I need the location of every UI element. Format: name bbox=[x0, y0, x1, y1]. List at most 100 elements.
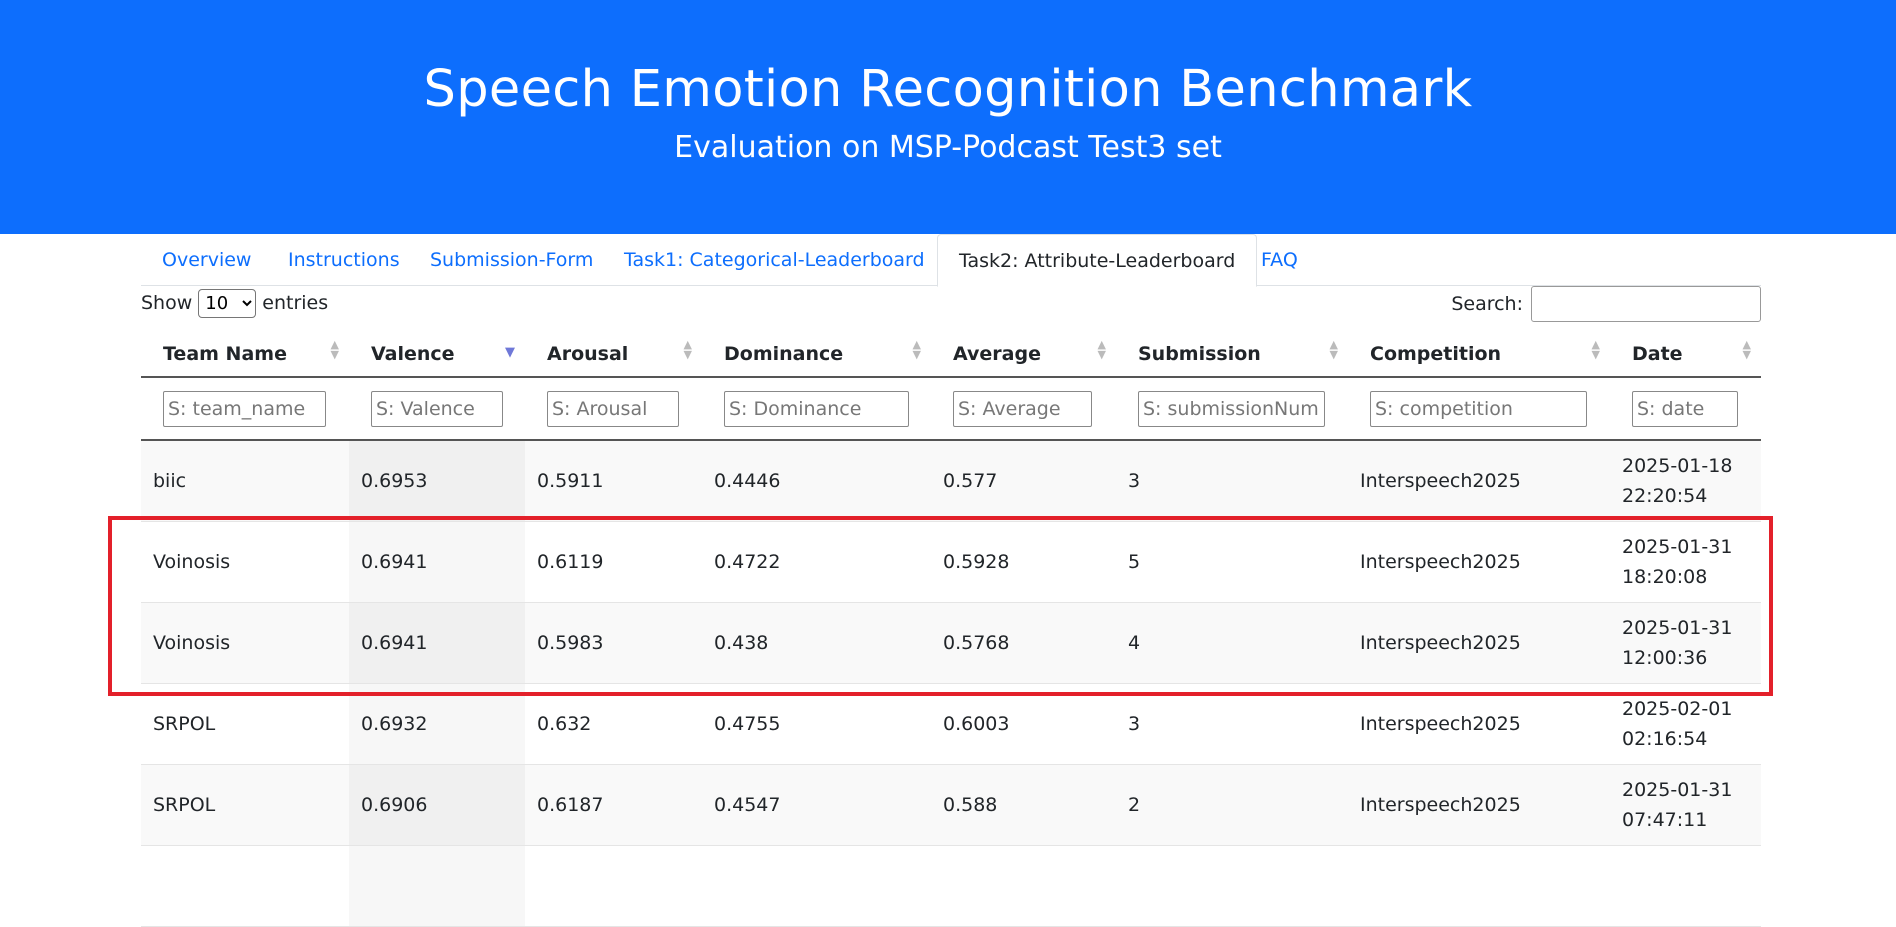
column-header-submission[interactable]: Submission ▲ ▼ bbox=[1116, 332, 1348, 378]
search-label: Search: bbox=[1451, 293, 1523, 315]
page-title: Speech Emotion Recognition Benchmark bbox=[423, 60, 1473, 119]
sort-desc-icon: ▼ bbox=[505, 345, 515, 360]
tab-submission-form[interactable]: Submission-Form bbox=[430, 249, 594, 271]
column-header-dominance[interactable]: Dominance ▲ ▼ bbox=[702, 332, 931, 378]
tab-overview[interactable]: Overview bbox=[162, 249, 252, 271]
filter-date-input[interactable] bbox=[1632, 390, 1738, 427]
column-header-date[interactable]: Date ▲ ▼ bbox=[1610, 332, 1761, 378]
cell-dominance: 0.4446 bbox=[702, 440, 931, 522]
time-value: 18:20:08 bbox=[1622, 565, 1708, 588]
tab-categorical-leaderboard[interactable]: Task1: Categorical-Leaderboard bbox=[624, 249, 925, 271]
search-control: Search: bbox=[1451, 286, 1761, 322]
table-row[interactable] bbox=[141, 845, 1761, 927]
cell-submission: 3 bbox=[1116, 683, 1348, 765]
cell-competition: Interspeech2025 bbox=[1348, 764, 1610, 846]
column-header-valence[interactable]: Valence ▼ bbox=[349, 332, 525, 378]
date-value: 2025-01-31 bbox=[1622, 535, 1733, 558]
column-header-team-name[interactable]: Team Name ▲ ▼ bbox=[141, 332, 349, 378]
sort-both-icon: ▲ ▼ bbox=[683, 338, 692, 361]
table-row[interactable]: SRPOL 0.6906 0.6187 0.4547 0.588 2 Inter… bbox=[141, 764, 1761, 846]
entries-label: entries bbox=[262, 292, 329, 314]
cell-dominance: 0.4547 bbox=[702, 764, 931, 846]
column-header-competition[interactable]: Competition ▲ ▼ bbox=[1348, 332, 1610, 378]
column-header-average[interactable]: Average ▲ ▼ bbox=[931, 332, 1116, 378]
time-value: 12:00:36 bbox=[1622, 646, 1708, 669]
filter-dominance-input[interactable] bbox=[724, 390, 909, 427]
cell-date: 2025-01-31 18:20:08 bbox=[1610, 521, 1761, 603]
time-value: 02:16:54 bbox=[1622, 727, 1708, 750]
cell-dominance: 0.4755 bbox=[702, 683, 931, 765]
table-row[interactable]: biic 0.6953 0.5911 0.4446 0.577 3 Inters… bbox=[141, 440, 1761, 522]
cell-arousal: 0.6119 bbox=[525, 521, 702, 603]
sort-both-icon: ▲ ▼ bbox=[1097, 338, 1106, 361]
cell-submission: 5 bbox=[1116, 521, 1348, 603]
cell-average: 0.588 bbox=[931, 764, 1116, 846]
cell-team-name: Voinosis bbox=[141, 521, 349, 603]
cell-valence: 0.6941 bbox=[349, 521, 525, 603]
sort-both-icon: ▲ ▼ bbox=[912, 338, 921, 361]
cell-submission: 2 bbox=[1116, 764, 1348, 846]
tab-instructions[interactable]: Instructions bbox=[288, 249, 400, 271]
search-input[interactable] bbox=[1531, 286, 1761, 322]
cell-date: 2025-01-31 12:00:36 bbox=[1610, 602, 1761, 684]
cell-competition: Interspeech2025 bbox=[1348, 440, 1610, 522]
cell-team-name: biic bbox=[141, 440, 349, 522]
cell-valence: 0.6906 bbox=[349, 764, 525, 846]
tab-faq[interactable]: FAQ bbox=[1261, 249, 1298, 271]
cell-arousal: 0.5983 bbox=[525, 602, 702, 684]
cell-average: 0.5928 bbox=[931, 521, 1116, 603]
cell-team-name: SRPOL bbox=[141, 683, 349, 765]
time-value: 07:47:11 bbox=[1622, 808, 1708, 831]
filter-submission-input[interactable] bbox=[1138, 390, 1325, 427]
filter-team-name-input[interactable] bbox=[163, 390, 326, 427]
table-row[interactable]: Voinosis 0.6941 0.5983 0.438 0.5768 4 In… bbox=[141, 602, 1761, 684]
show-label: Show bbox=[141, 292, 193, 314]
sort-both-icon: ▲ ▼ bbox=[1591, 338, 1600, 361]
date-value: 2025-01-31 bbox=[1622, 778, 1733, 801]
time-value: 22:20:54 bbox=[1622, 484, 1708, 507]
leaderboard-table: Team Name ▲ ▼ Valence ▼ Arousal ▲ ▼ Dominance… bbox=[141, 332, 1761, 927]
cell-average: 0.6003 bbox=[931, 683, 1116, 765]
cell-date: 2025-01-31 07:47:11 bbox=[1610, 764, 1761, 846]
date-value: 2025-02-01 bbox=[1622, 697, 1733, 720]
filter-average-input[interactable] bbox=[953, 390, 1092, 427]
cell-competition: Interspeech2025 bbox=[1348, 683, 1610, 765]
cell-dominance: 0.438 bbox=[702, 602, 931, 684]
cell-arousal: 0.632 bbox=[525, 683, 702, 765]
cell-competition: Interspeech2025 bbox=[1348, 602, 1610, 684]
date-value: 2025-01-31 bbox=[1622, 616, 1733, 639]
entries-select[interactable]: 10 bbox=[198, 288, 257, 318]
table-row[interactable]: SRPOL 0.6932 0.632 0.4755 0.6003 3 Inter… bbox=[141, 683, 1761, 765]
column-header-arousal[interactable]: Arousal ▲ ▼ bbox=[525, 332, 702, 378]
tab-attribute-leaderboard[interactable]: Task2: Attribute-Leaderboard bbox=[937, 234, 1258, 287]
cell-team-name: SRPOL bbox=[141, 764, 349, 846]
cell-arousal: 0.6187 bbox=[525, 764, 702, 846]
cell-average: 0.5768 bbox=[931, 602, 1116, 684]
table-row[interactable]: Voinosis 0.6941 0.6119 0.4722 0.5928 5 I… bbox=[141, 521, 1761, 603]
page-subtitle: Evaluation on MSP-Podcast Test3 set bbox=[674, 130, 1222, 165]
filter-competition-input[interactable] bbox=[1370, 390, 1587, 427]
entries-length-control: Show 10 entries bbox=[141, 287, 328, 319]
cell-dominance: 0.4722 bbox=[702, 521, 931, 603]
sort-both-icon: ▲ ▼ bbox=[1742, 338, 1751, 361]
cell-arousal: 0.5911 bbox=[525, 440, 702, 522]
cell-submission: 4 bbox=[1116, 602, 1348, 684]
page-header: Speech Emotion Recognition Benchmark Eva… bbox=[0, 0, 1896, 234]
date-value: 2025-01-18 bbox=[1622, 454, 1733, 477]
cell-team-name: Voinosis bbox=[141, 602, 349, 684]
cell-date: 2025-01-18 22:20:54 bbox=[1610, 440, 1761, 522]
cell-competition: Interspeech2025 bbox=[1348, 521, 1610, 603]
cell-valence: 0.6953 bbox=[349, 440, 525, 522]
sort-both-icon: ▲ ▼ bbox=[330, 338, 339, 361]
header-row: Team Name ▲ ▼ Valence ▼ Arousal ▲ ▼ Dominance… bbox=[141, 332, 1761, 378]
cell-date: 2025-02-01 02:16:54 bbox=[1610, 683, 1761, 765]
cell-valence: 0.6941 bbox=[349, 602, 525, 684]
cell-valence: 0.6932 bbox=[349, 683, 525, 765]
filter-row bbox=[141, 377, 1761, 441]
sort-both-icon: ▲ ▼ bbox=[1329, 338, 1338, 361]
cell-submission: 3 bbox=[1116, 440, 1348, 522]
filter-arousal-input[interactable] bbox=[547, 390, 679, 427]
cell-average: 0.577 bbox=[931, 440, 1116, 522]
filter-valence-input[interactable] bbox=[371, 390, 503, 427]
nav-tabs: Overview Instructions Submission-Form Ta… bbox=[141, 234, 1761, 287]
